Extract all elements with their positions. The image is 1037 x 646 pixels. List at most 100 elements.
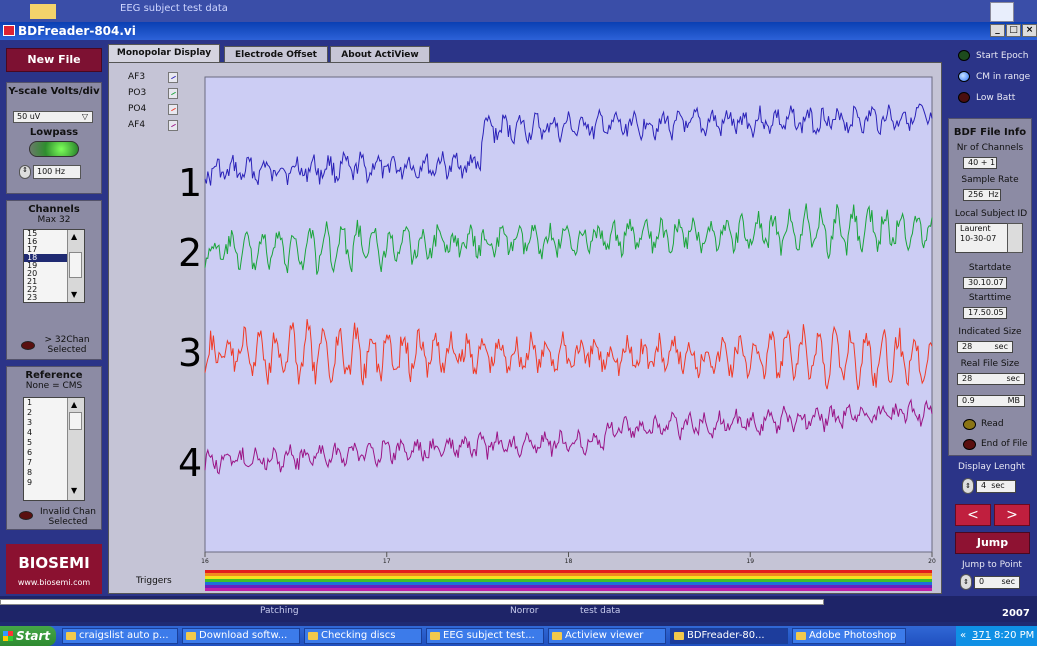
list-item[interactable]: 2 <box>27 408 33 417</box>
nr-channels-label: Nr of Channels <box>956 143 1024 153</box>
close-button[interactable]: × <box>1022 24 1037 37</box>
subject-id-scrollbar[interactable] <box>1007 223 1023 253</box>
scroll-up-icon[interactable]: ▲ <box>71 232 78 241</box>
lowpass-stepper[interactable]: ⇕ <box>19 165 31 179</box>
x-tick-label: 18 <box>565 558 573 565</box>
list-item[interactable]: 23 <box>27 293 38 302</box>
chan-over-32-led <box>21 341 35 350</box>
list-item[interactable]: 21 <box>27 277 38 286</box>
channels-scrollbar[interactable]: ▲ ▼ <box>67 230 84 302</box>
word-document-icon <box>990 2 1014 22</box>
reference-sub-label: None = CMS <box>25 381 83 391</box>
new-file-button[interactable]: New File <box>6 48 102 72</box>
taskbar-item-label: Download softw... <box>199 630 288 641</box>
taskbar-item-label: Actiview viewer <box>565 630 644 641</box>
jump-to-input[interactable]: 0 sec <box>974 576 1020 589</box>
display-length-stepper[interactable]: ⇕ <box>962 478 974 494</box>
list-item[interactable]: 8 <box>27 468 33 477</box>
window-titlebar: BDFreader-804.vi _ □ × <box>0 22 1037 40</box>
list-item[interactable]: 6 <box>27 448 33 457</box>
taskbar-item[interactable]: Adobe Photoshop <box>792 628 906 644</box>
trigger-band <box>205 585 932 588</box>
scroll-down-icon[interactable]: ▼ <box>71 290 78 299</box>
mb-unit: MB <box>1007 396 1020 405</box>
lowpass-unit: Hz <box>54 167 66 176</box>
reference-scrollbar[interactable]: ▲ ▼ <box>67 398 84 500</box>
list-item[interactable]: 7 <box>27 458 33 467</box>
end-of-file-label: End of File <box>981 439 1028 449</box>
taskbar-item[interactable]: Actiview viewer <box>548 628 666 644</box>
trigger-band <box>205 579 932 582</box>
list-item[interactable]: 9 <box>27 478 33 487</box>
minimize-button[interactable]: _ <box>990 24 1005 37</box>
eeg-trace <box>204 319 933 391</box>
yscale-value: 50 uV <box>17 112 41 121</box>
list-item[interactable]: 4 <box>27 428 33 437</box>
background-window-caption: EEG subject test data <box>120 3 228 14</box>
read-label: Read <box>981 419 1004 429</box>
taskbar-item[interactable]: craigslist auto p... <box>62 628 178 644</box>
jump-button[interactable]: Jump <box>955 532 1030 554</box>
trace-number: 2 <box>178 231 202 275</box>
scroll-thumb[interactable] <box>69 252 82 278</box>
app-icon <box>796 632 806 640</box>
status-year: 2007 <box>1002 608 1030 619</box>
tray-count: 371 <box>972 630 992 641</box>
list-item[interactable]: 3 <box>27 418 33 427</box>
low-batt-led <box>958 92 970 103</box>
jump-to-stepper[interactable]: ⇕ <box>960 574 972 590</box>
list-item[interactable]: 19 <box>27 261 38 270</box>
taskbar-item[interactable]: BDFreader-80... <box>670 628 788 644</box>
chan-over-32-label: > 32Chan Selected <box>44 335 90 355</box>
start-button[interactable]: Start <box>0 626 56 646</box>
list-item[interactable]: 5 <box>27 438 33 447</box>
trace-number: 4 <box>178 441 202 485</box>
indicated-size-value: 28 sec <box>957 341 1013 353</box>
maximize-button[interactable]: □ <box>1006 24 1021 37</box>
legend-swatch[interactable] <box>168 104 178 115</box>
scroll-down-icon[interactable]: ▼ <box>71 486 78 495</box>
trigger-band <box>205 582 932 585</box>
windows-logo-icon <box>3 631 13 641</box>
list-item[interactable]: 16 <box>27 237 38 246</box>
taskbar-item[interactable]: Checking discs <box>304 628 422 644</box>
file-size-mb: 0.9 MB <box>957 395 1025 407</box>
list-item[interactable]: 22 <box>27 285 38 294</box>
next-button[interactable]: > <box>994 504 1030 526</box>
yscale-panel: Y-scale Volts/div 50 uV ▽ Lowpass ⇕ 100 H… <box>6 82 102 194</box>
lowpass-value: 100 <box>37 167 53 176</box>
legend-swatch[interactable] <box>168 120 178 131</box>
list-item[interactable]: 17 <box>27 245 38 254</box>
taskbar-item[interactable]: EEG subject test... <box>426 628 544 644</box>
indicated-unit: sec <box>994 342 1009 351</box>
list-item[interactable]: 18 <box>24 254 84 262</box>
scroll-up-icon[interactable]: ▲ <box>71 400 78 409</box>
taskbar-item[interactable]: Download softw... <box>182 628 300 644</box>
jump-to-unit: sec <box>1001 577 1016 586</box>
startdate-value: 30.10.07 <box>963 277 1007 289</box>
list-item[interactable]: 1 <box>27 398 33 407</box>
lowpass-toggle[interactable] <box>29 141 79 157</box>
plot-area <box>204 76 933 553</box>
lowpass-input[interactable]: 100 Hz <box>33 165 81 179</box>
legend-swatch[interactable] <box>168 72 178 83</box>
sample-rate-value: 256 Hz <box>963 189 1001 201</box>
tab-monopolar-display[interactable]: Monopolar Display <box>108 44 220 64</box>
eeg-plot: 16 17 18 19 20 1 2 3 4 Triggers <box>135 76 936 591</box>
low-batt-label: Low Batt <box>976 93 1016 103</box>
cm-in-range-label: CM in range <box>976 72 1031 82</box>
taskbar-item-label: Adobe Photoshop <box>809 630 897 641</box>
legend-item: AF4 <box>128 120 188 134</box>
display-length-input[interactable]: 4 sec <box>976 480 1016 493</box>
list-item[interactable]: 15 <box>27 229 38 238</box>
tray-expand-icon[interactable]: « <box>960 630 967 641</box>
list-item[interactable]: 20 <box>27 269 38 278</box>
display-length-number: 4 <box>981 481 987 490</box>
background-window-strip: EEG subject test data <box>0 0 1037 22</box>
jump-to-number: 0 <box>979 577 985 586</box>
yscale-select[interactable]: 50 uV ▽ <box>13 111 93 123</box>
read-led <box>963 419 976 430</box>
legend-swatch[interactable] <box>168 88 178 99</box>
previous-button[interactable]: < <box>955 504 991 526</box>
scroll-thumb[interactable] <box>69 412 82 430</box>
